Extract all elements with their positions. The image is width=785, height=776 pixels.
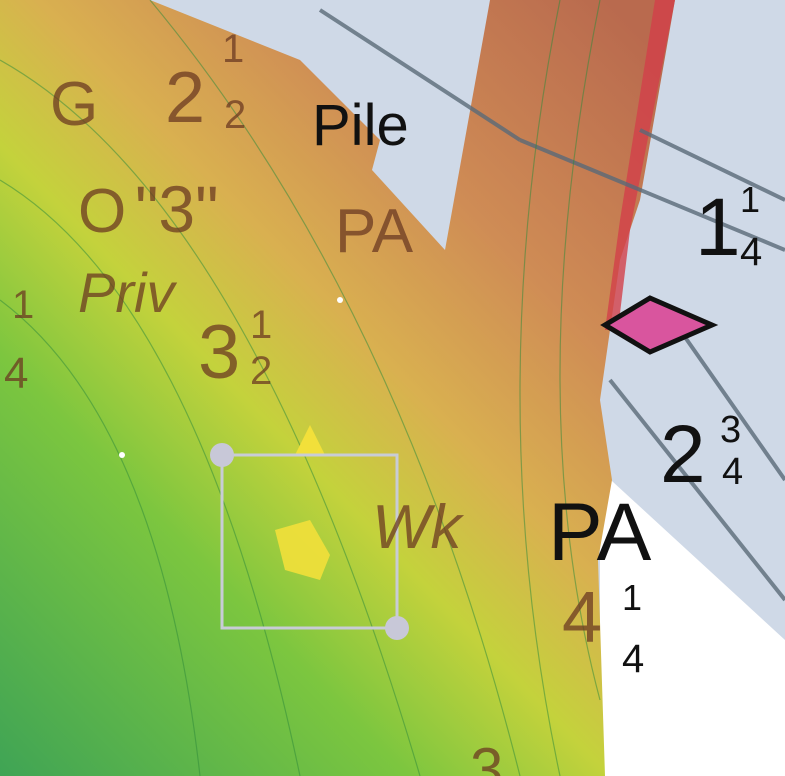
page: {"labels": { "g": "G", "pile": "Pile", "… [0, 0, 785, 776]
label: O [78, 177, 126, 246]
point [119, 452, 125, 458]
label: 3 [470, 736, 503, 776]
label: G [50, 70, 98, 139]
sounding-den: 4 [4, 349, 28, 398]
sounding-whole: 4 [562, 578, 602, 658]
sounding-num: 1 [250, 303, 272, 347]
selection-handle[interactable] [385, 616, 409, 640]
sounding-den: 2 [224, 93, 246, 137]
sounding-den: 4 [740, 230, 762, 274]
sounding-den: 4 [622, 637, 644, 681]
sounding-den: 4 [722, 451, 743, 493]
label: PA [548, 487, 652, 578]
sounding-whole: 3 [198, 310, 240, 395]
sounding-whole: 1 [695, 182, 741, 273]
sounding-num: 1 [222, 27, 244, 71]
label: "3" [135, 172, 219, 246]
sounding-num: 3 [720, 409, 741, 451]
label: Wk [372, 493, 465, 562]
sounding-den: 2 [250, 349, 272, 393]
sounding-whole: 2 [165, 58, 205, 138]
sounding-whole: 2 [660, 409, 706, 500]
sounding-num: 1 [740, 179, 760, 220]
sounding-num: 1 [622, 577, 642, 618]
chart-map: G 2 1 2 Pile O "3" PA 1 1 4 Priv 3 1 2 1… [0, 0, 785, 776]
sounding-num: 1 [12, 283, 34, 327]
point [337, 297, 343, 303]
selection-handle[interactable] [210, 443, 234, 467]
label: PA [335, 197, 414, 266]
label: Pile [312, 93, 409, 158]
label: Priv [78, 261, 177, 324]
